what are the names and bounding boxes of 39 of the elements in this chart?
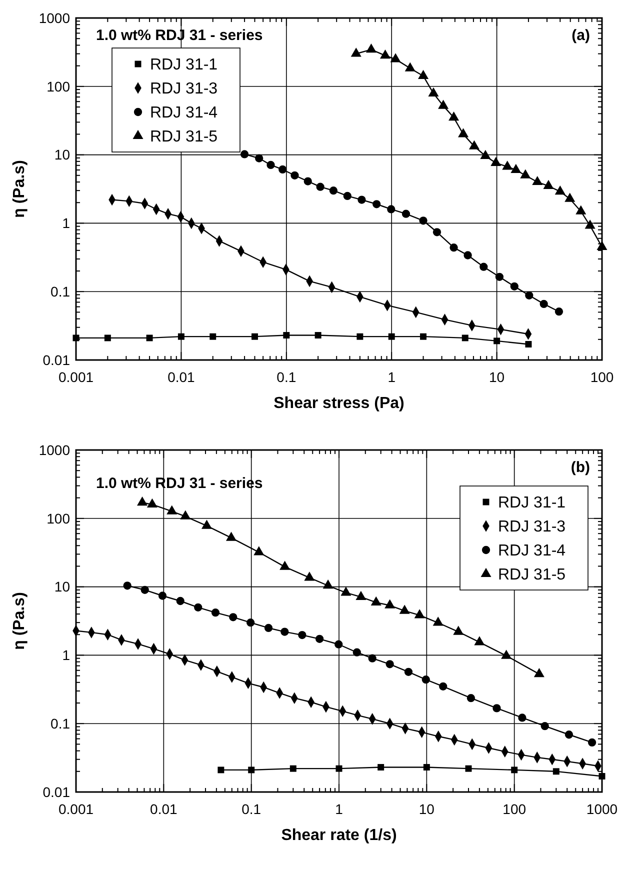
x-tick-label: 0.1 (276, 369, 296, 385)
y-tick-label: 0.01 (42, 784, 70, 800)
y-tick-label: 1 (62, 215, 70, 232)
x-tick-label: 100 (590, 369, 614, 385)
x-tick-label: 0.01 (168, 369, 196, 385)
y-tick-label: 10 (54, 146, 70, 163)
x-tick-label: 10 (418, 801, 435, 817)
x-tick-label: 1 (388, 369, 396, 385)
y-tick-label: 0.01 (42, 352, 70, 368)
legend-label: RDJ 31-5 (498, 566, 566, 584)
legend-label: RDJ 31-1 (150, 56, 218, 74)
legend-label: RDJ 31-5 (150, 128, 218, 146)
y-tick-label: 0.1 (50, 716, 70, 732)
x-axis-title: Shear rate (1/s) (281, 827, 397, 844)
y-axis-title: η (Pa.s) (11, 160, 28, 218)
x-tick-label: 0.01 (150, 801, 178, 817)
y-tick-label: 1 (62, 647, 70, 664)
annotation: (b) (570, 459, 590, 476)
x-tick-label: 0.001 (58, 801, 94, 817)
y-tick-label: 1000 (38, 10, 70, 26)
y-tick-label: 100 (46, 78, 70, 94)
x-axis-title: Shear stress (Pa) (274, 395, 404, 412)
x-tick-label: 100 (502, 801, 526, 817)
legend-label: RDJ 31-3 (498, 518, 566, 536)
legend-label: RDJ 31-1 (498, 494, 566, 512)
x-tick-label: 1 (335, 801, 344, 817)
annotation: (a) (572, 27, 590, 44)
x-tick-label: 0.1 (242, 801, 262, 817)
x-tick-label: 10 (489, 369, 505, 385)
legend-label: RDJ 31-4 (150, 104, 218, 122)
y-axis-title: η (Pa.s) (11, 592, 28, 650)
y-tick-label: 100 (46, 510, 70, 526)
legend-label: RDJ 31-4 (498, 542, 566, 560)
legend-label: RDJ 31-3 (150, 80, 218, 98)
x-tick-label: 0.001 (58, 369, 94, 385)
y-tick-label: 10 (54, 578, 70, 595)
y-tick-label: 1000 (38, 442, 70, 458)
y-tick-label: 0.1 (50, 284, 70, 300)
x-tick-label: 1000 (586, 801, 618, 817)
